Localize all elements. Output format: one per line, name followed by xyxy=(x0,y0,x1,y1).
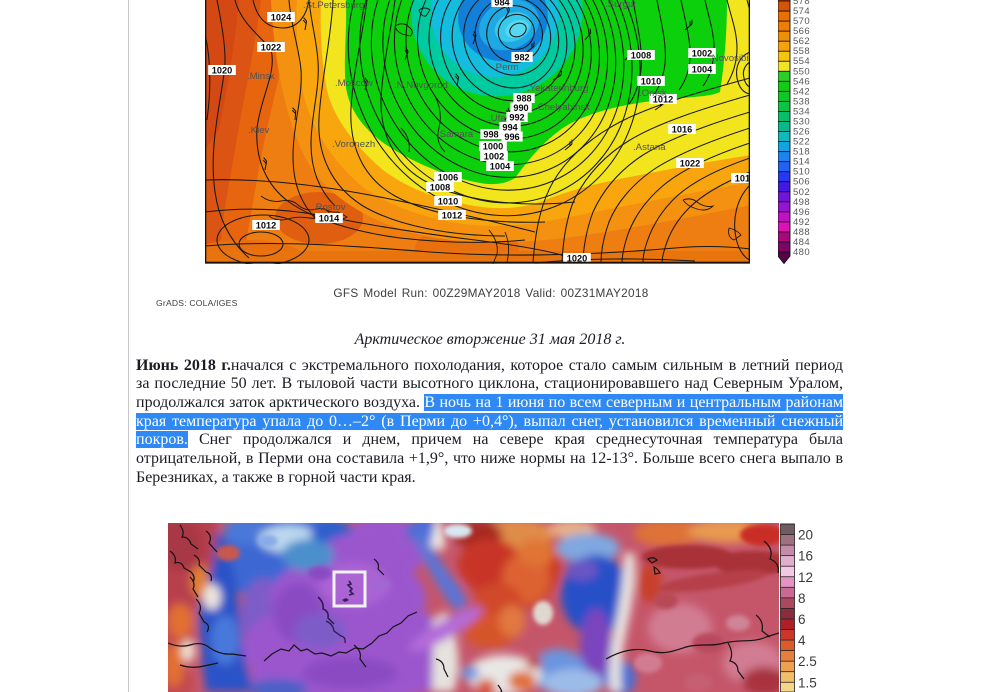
svg-text:984: 984 xyxy=(494,0,510,7)
svg-text:16: 16 xyxy=(798,549,813,564)
svg-text:1016: 1016 xyxy=(672,124,692,134)
svg-text:994: 994 xyxy=(502,122,518,132)
svg-text:12: 12 xyxy=(798,570,813,585)
svg-text:1010: 1010 xyxy=(641,76,661,86)
svg-text:.Surgut: .Surgut xyxy=(605,0,636,10)
svg-text:1002: 1002 xyxy=(692,48,712,58)
svg-text:.N.Novgorod: .N.Novgorod xyxy=(394,80,448,91)
svg-text:998: 998 xyxy=(483,129,498,139)
svg-text:530: 530 xyxy=(793,116,810,127)
svg-text:534: 534 xyxy=(793,106,810,117)
svg-text:1008: 1008 xyxy=(430,182,450,192)
svg-text:.Yekaterinburg: .Yekaterinburg xyxy=(527,83,589,94)
svg-text:1022: 1022 xyxy=(261,42,281,52)
svg-text:1004: 1004 xyxy=(490,161,511,171)
svg-text:.Perm: .Perm xyxy=(493,62,519,73)
svg-text:1004: 1004 xyxy=(692,64,713,74)
svg-text:484: 484 xyxy=(793,237,810,248)
svg-text:.Minsk: .Minsk xyxy=(247,71,275,82)
svg-text:1020: 1020 xyxy=(212,65,232,75)
svg-text:.St.Petersburg: .St.Petersburg xyxy=(303,0,364,11)
svg-text:1008: 1008 xyxy=(631,50,651,60)
svg-text:.Astana: .Astana xyxy=(633,142,666,153)
svg-text:1002: 1002 xyxy=(484,151,504,161)
svg-text:.Novosibirsk: .Novosibirsk xyxy=(709,53,750,64)
svg-text:554: 554 xyxy=(793,56,810,67)
svg-text:.Kiev: .Kiev xyxy=(248,125,270,136)
svg-text:522: 522 xyxy=(793,137,810,148)
svg-text:1022: 1022 xyxy=(680,158,700,168)
svg-text:498: 498 xyxy=(793,197,810,208)
svg-text:990: 990 xyxy=(513,103,528,113)
svg-text:546: 546 xyxy=(793,76,810,87)
svg-text:.Moscow: .Moscow xyxy=(335,78,373,89)
svg-text:542: 542 xyxy=(793,86,810,97)
svg-text:574: 574 xyxy=(793,6,810,17)
svg-text:488: 488 xyxy=(793,227,810,238)
svg-text:1020: 1020 xyxy=(567,253,587,263)
svg-text:20: 20 xyxy=(798,528,813,543)
svg-text:538: 538 xyxy=(793,96,810,107)
svg-text:2.5: 2.5 xyxy=(798,654,817,669)
svg-text:480: 480 xyxy=(793,247,810,258)
svg-text:.Voronezh: .Voronezh xyxy=(332,139,375,150)
svg-text:518: 518 xyxy=(793,147,810,158)
svg-text:6: 6 xyxy=(798,612,806,627)
svg-text:558: 558 xyxy=(793,46,810,57)
svg-text:4: 4 xyxy=(798,633,806,648)
svg-text:496: 496 xyxy=(793,207,810,218)
svg-text:1012: 1012 xyxy=(256,220,276,230)
svg-text:1014: 1014 xyxy=(319,213,340,223)
svg-text:570: 570 xyxy=(793,16,810,27)
svg-text:1006: 1006 xyxy=(438,172,458,182)
svg-text:562: 562 xyxy=(793,36,810,47)
svg-text:.Samara: .Samara xyxy=(437,129,474,140)
svg-text:.Omsk: .Omsk xyxy=(639,88,667,99)
svg-text:550: 550 xyxy=(793,66,810,77)
svg-text:566: 566 xyxy=(793,26,810,37)
svg-text:526: 526 xyxy=(793,127,810,138)
svg-text:1000: 1000 xyxy=(483,141,503,151)
svg-text:.Rostov: .Rostov xyxy=(313,202,346,213)
svg-text:492: 492 xyxy=(793,217,810,228)
svg-text:514: 514 xyxy=(793,157,810,168)
svg-text:8: 8 xyxy=(798,591,806,606)
svg-text:1010: 1010 xyxy=(438,196,458,206)
svg-text:1024: 1024 xyxy=(271,12,292,22)
svg-text:510: 510 xyxy=(793,167,810,178)
svg-text:988: 988 xyxy=(516,93,531,103)
svg-text:506: 506 xyxy=(793,177,810,188)
svg-text:.Chelyabinsk: .Chelyabinsk xyxy=(535,102,590,113)
svg-text:1016: 1016 xyxy=(735,173,750,183)
svg-text:502: 502 xyxy=(793,187,810,198)
svg-text:1012: 1012 xyxy=(653,94,673,104)
svg-text:.Ufa: .Ufa xyxy=(488,113,506,124)
svg-text:992: 992 xyxy=(509,112,524,122)
svg-text:982: 982 xyxy=(514,52,529,62)
svg-text:1012: 1012 xyxy=(442,210,462,220)
svg-text:1.5: 1.5 xyxy=(798,675,817,690)
svg-text:996: 996 xyxy=(504,132,519,142)
svg-text:578: 578 xyxy=(793,0,810,7)
